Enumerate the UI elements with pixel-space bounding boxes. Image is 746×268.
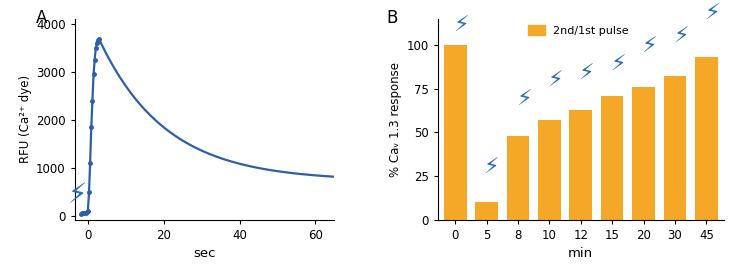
Bar	[633, 87, 655, 220]
Text: ⚡: ⚡	[515, 90, 531, 110]
Bar	[507, 136, 530, 220]
Bar	[664, 76, 686, 220]
Text: ⚡: ⚡	[704, 4, 720, 24]
Bar	[475, 202, 498, 220]
Text: A: A	[36, 9, 47, 27]
Bar	[538, 120, 561, 220]
Text: ⚡: ⚡	[579, 64, 595, 83]
Text: ⚡: ⚡	[642, 37, 657, 57]
X-axis label: sec: sec	[193, 247, 216, 260]
Text: B: B	[386, 9, 398, 27]
Bar	[569, 110, 592, 220]
Legend: 2nd/1st pulse: 2nd/1st pulse	[524, 20, 633, 40]
Text: ⚡: ⚡	[453, 16, 468, 36]
Bar	[695, 57, 718, 220]
Text: ⚡: ⚡	[673, 27, 689, 47]
Y-axis label: % Caᵥ 1.3 response: % Caᵥ 1.3 response	[389, 62, 403, 177]
Text: ⚡: ⚡	[610, 55, 626, 75]
Text: ⚡: ⚡	[483, 158, 499, 178]
X-axis label: min: min	[568, 247, 593, 260]
Y-axis label: RFU (Ca²⁺ dye): RFU (Ca²⁺ dye)	[19, 75, 32, 163]
Bar	[444, 45, 466, 220]
Text: ⚡: ⚡	[67, 181, 87, 209]
Bar	[601, 96, 624, 220]
Text: ⚡: ⚡	[548, 70, 562, 90]
